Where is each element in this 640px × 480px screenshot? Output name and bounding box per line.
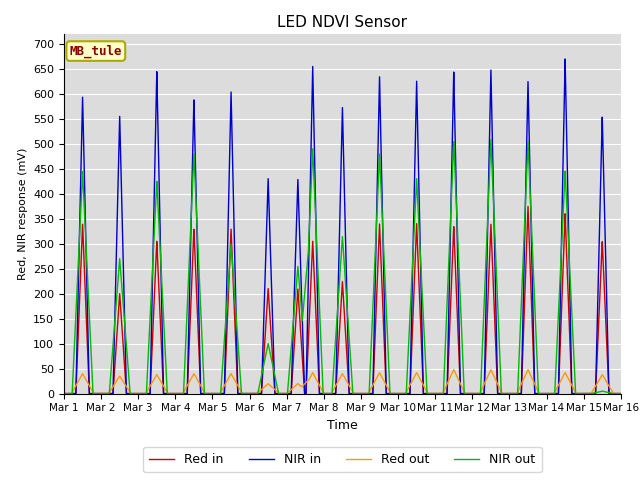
Red in — [617, 391, 625, 396]
Red out — [473, 391, 481, 396]
NIR in — [473, 391, 481, 396]
X-axis label: Time: Time — [327, 419, 358, 432]
NIR out — [390, 391, 397, 396]
Line: NIR in: NIR in — [64, 59, 621, 394]
NIR out — [262, 353, 269, 359]
Red in — [502, 391, 510, 396]
Line: Red out: Red out — [64, 370, 621, 394]
Legend: Red in, NIR in, Red out, NIR out: Red in, NIR in, Red out, NIR out — [143, 447, 541, 472]
NIR out — [60, 391, 68, 396]
NIR out — [473, 391, 481, 396]
NIR in — [561, 56, 569, 62]
NIR in — [617, 391, 625, 396]
Red in — [88, 391, 96, 396]
Red in — [473, 391, 481, 396]
NIR in — [60, 391, 68, 396]
Red out — [262, 383, 269, 389]
NIR out — [617, 391, 625, 396]
NIR out — [88, 370, 96, 376]
Red out — [390, 391, 397, 396]
Red in — [524, 204, 532, 209]
Red in — [414, 249, 422, 255]
Red in — [390, 391, 397, 396]
Red out — [88, 388, 96, 394]
Red out — [524, 367, 532, 372]
Text: MB_tule: MB_tule — [70, 44, 122, 58]
Y-axis label: Red, NIR response (mV): Red, NIR response (mV) — [17, 147, 28, 280]
NIR out — [414, 199, 422, 204]
Line: Red in: Red in — [64, 206, 621, 394]
Red out — [617, 391, 625, 396]
Red out — [60, 391, 68, 396]
Title: LED NDVI Sensor: LED NDVI Sensor — [277, 15, 408, 30]
NIR in — [502, 391, 510, 396]
Red out — [414, 372, 422, 378]
Red in — [262, 326, 269, 332]
NIR in — [414, 130, 422, 136]
Red in — [60, 391, 68, 396]
NIR in — [262, 259, 269, 264]
NIR in — [390, 391, 397, 396]
NIR in — [88, 391, 96, 396]
Red out — [502, 391, 510, 396]
Line: NIR out: NIR out — [64, 139, 621, 394]
NIR out — [487, 136, 495, 142]
NIR out — [503, 391, 511, 396]
